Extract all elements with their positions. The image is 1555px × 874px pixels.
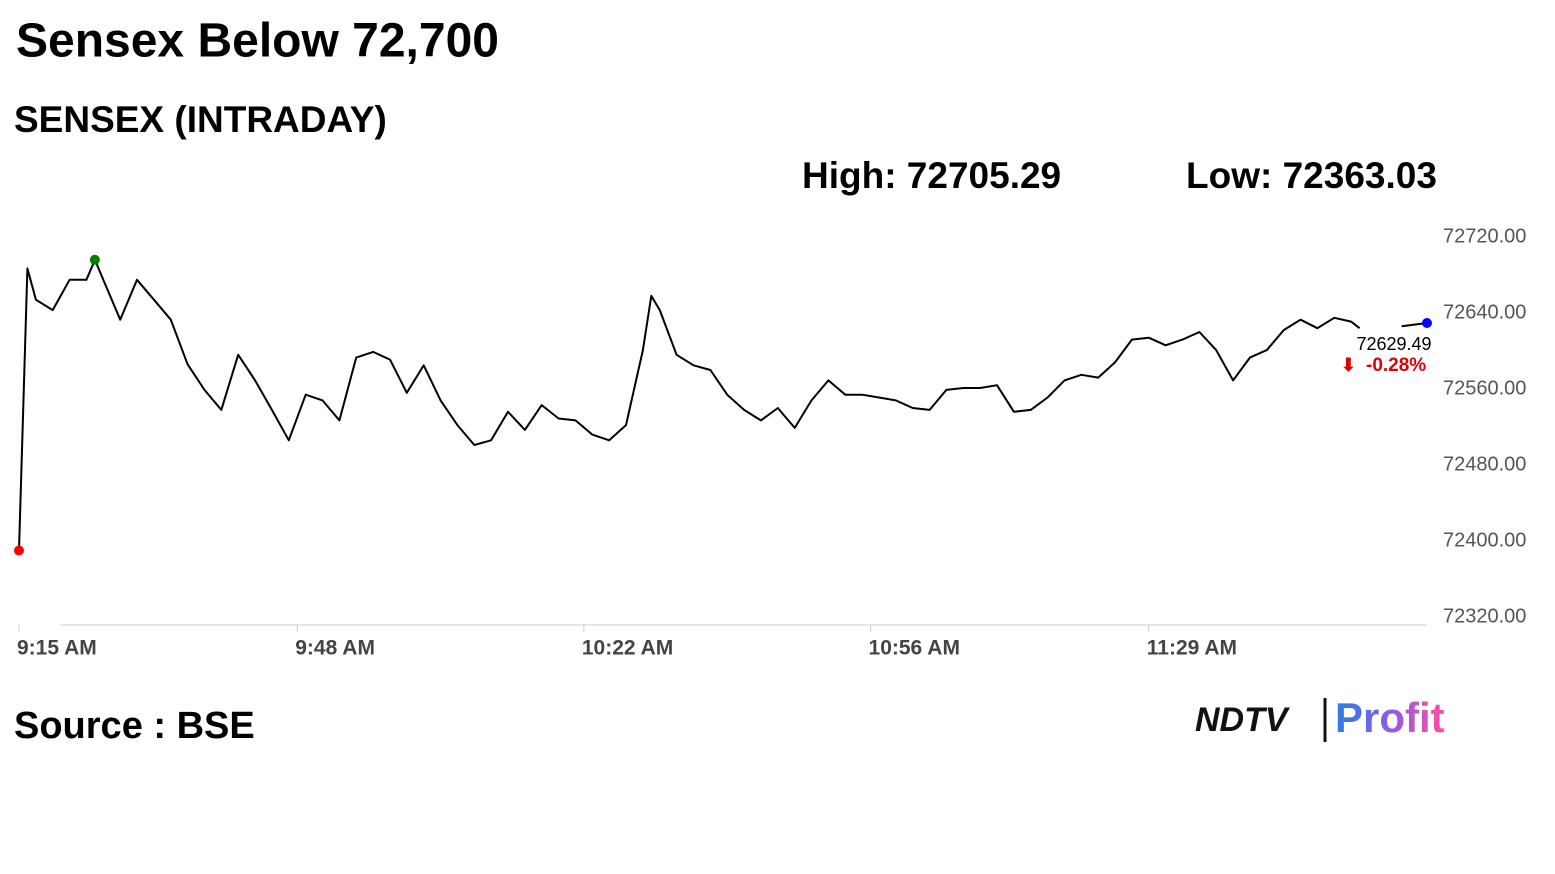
- y-tick-label: 72480.00: [1443, 453, 1526, 475]
- y-tick-label: 72320.00: [1443, 605, 1526, 627]
- x-tick-label: 10:56 AM: [869, 637, 960, 660]
- change-arrow: ⬇: [1341, 355, 1356, 375]
- source: Source : BSE: [14, 705, 255, 747]
- brand-name: NDTV: [1195, 701, 1291, 739]
- x-tick-label: 9:48 AM: [295, 637, 375, 660]
- high-label: High: 72705.29: [802, 155, 1061, 196]
- y-tick-label: 72560.00: [1443, 377, 1526, 399]
- x-tick-label: 10:22 AM: [582, 637, 673, 660]
- y-tick-label: 72720.00: [1443, 225, 1526, 247]
- chart-title: Sensex Below 72,700: [16, 15, 499, 68]
- x-tick-label: 11:29 AM: [1147, 637, 1237, 660]
- x-tick-label: 9:15 AM: [17, 637, 97, 660]
- last-value-label: 72629.49: [1356, 334, 1431, 354]
- end-marker: [1422, 317, 1432, 328]
- y-tick-label: 72400.00: [1443, 529, 1526, 551]
- start-marker: [14, 545, 24, 556]
- low-label: Low: 72363.03: [1186, 155, 1437, 196]
- price-line: [18, 258, 1428, 551]
- brand-product: Profit: [1335, 694, 1445, 741]
- chart-subtitle: SENSEX (INTRADAY): [14, 99, 387, 140]
- y-tick-label: 72640.00: [1443, 301, 1526, 323]
- high-marker: [89, 254, 100, 265]
- change-label: -0.28%: [1366, 355, 1426, 376]
